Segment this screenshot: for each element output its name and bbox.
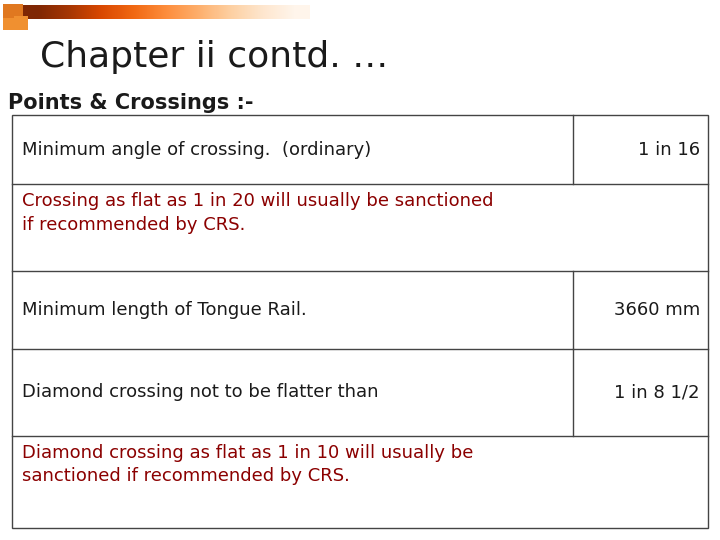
- Text: Crossing as flat as 1 in 20 will usually be sanctioned
if recommended by CRS.: Crossing as flat as 1 in 20 will usually…: [22, 192, 493, 234]
- Text: 1 in 16: 1 in 16: [638, 140, 700, 159]
- Bar: [12, 115, 708, 528]
- Text: Diamond crossing not to be flatter than: Diamond crossing not to be flatter than: [22, 383, 379, 401]
- Text: Diamond crossing as flat as 1 in 10 will usually be
sanctioned if recommended by: Diamond crossing as flat as 1 in 10 will…: [22, 444, 473, 485]
- Text: Points & Crossings :-: Points & Crossings :-: [8, 93, 253, 113]
- Text: Minimum angle of crossing.  (ordinary): Minimum angle of crossing. (ordinary): [22, 140, 372, 159]
- Text: Chapter ii contd. …: Chapter ii contd. …: [40, 40, 388, 74]
- Text: 1 in 8 1/2: 1 in 8 1/2: [614, 383, 700, 401]
- Bar: [3, 18, 17, 30]
- Bar: [3, 4, 23, 24]
- Bar: [14, 16, 28, 30]
- Text: Minimum length of Tongue Rail.: Minimum length of Tongue Rail.: [22, 301, 307, 319]
- Text: 3660 mm: 3660 mm: [613, 301, 700, 319]
